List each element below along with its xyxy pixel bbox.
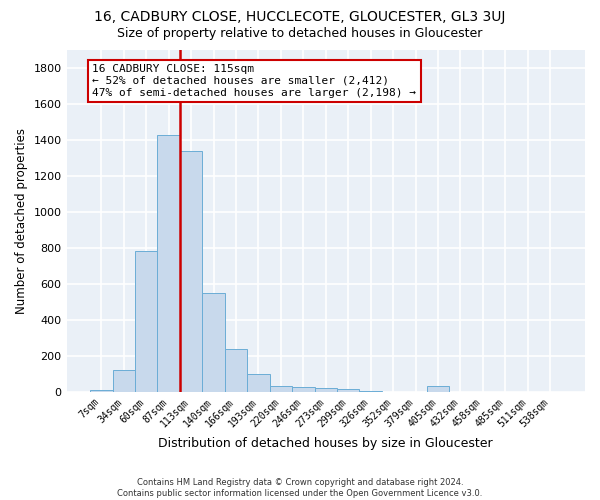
Bar: [113, 370, 135, 392]
Bar: [247, 374, 269, 392]
Text: 16, CADBURY CLOSE, HUCCLECOTE, GLOUCESTER, GL3 3UJ: 16, CADBURY CLOSE, HUCCLECOTE, GLOUCESTE…: [94, 10, 506, 24]
Bar: [157, 134, 180, 392]
Bar: [427, 386, 449, 392]
Y-axis label: Number of detached properties: Number of detached properties: [15, 128, 28, 314]
Bar: [202, 293, 225, 392]
Bar: [292, 388, 314, 392]
Bar: [269, 386, 292, 392]
Text: 16 CADBURY CLOSE: 115sqm
← 52% of detached houses are smaller (2,412)
47% of sem: 16 CADBURY CLOSE: 115sqm ← 52% of detach…: [92, 64, 416, 98]
Bar: [135, 252, 157, 392]
Bar: [337, 389, 359, 392]
Bar: [314, 388, 337, 392]
Bar: [90, 390, 113, 392]
Bar: [359, 391, 382, 392]
Text: Contains HM Land Registry data © Crown copyright and database right 2024.
Contai: Contains HM Land Registry data © Crown c…: [118, 478, 482, 498]
Bar: [180, 150, 202, 392]
Bar: [225, 348, 247, 392]
Text: Size of property relative to detached houses in Gloucester: Size of property relative to detached ho…: [118, 28, 482, 40]
X-axis label: Distribution of detached houses by size in Gloucester: Distribution of detached houses by size …: [158, 437, 493, 450]
